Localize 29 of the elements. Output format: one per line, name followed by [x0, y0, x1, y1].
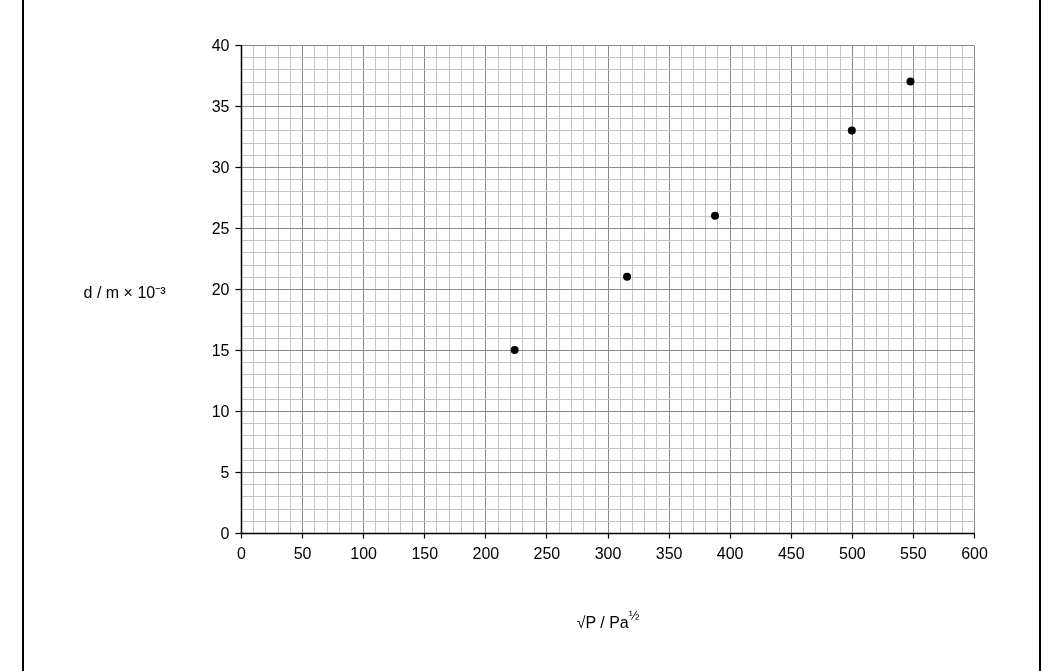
y-tick-label: 35 — [211, 97, 230, 115]
y-tick-label: 40 — [211, 36, 230, 54]
x-tick-label: 400 — [716, 544, 744, 562]
point — [623, 272, 632, 281]
x-tick-label: 250 — [533, 544, 561, 562]
x-tick-label: 0 — [237, 544, 247, 562]
x-tick-label: 500 — [838, 544, 866, 562]
x-axis-title: √P / Pa$^{½}$ — [576, 607, 640, 631]
point — [510, 346, 519, 354]
y-tick-label: 5 — [220, 463, 230, 481]
x-tick-label: 150 — [411, 544, 439, 562]
y-axis-title: d / m × 10⁻³ — [83, 283, 167, 301]
x-tick-label: 550 — [900, 544, 927, 562]
y-tick-label: 15 — [211, 341, 230, 359]
x-tick-label: 50 — [293, 544, 312, 562]
point — [906, 77, 915, 86]
y-tick-label: 20 — [211, 280, 230, 298]
y-tick-label: 0 — [220, 524, 230, 542]
x-tick-label: 350 — [655, 544, 683, 562]
x-tick-label: 450 — [777, 544, 805, 562]
x-tick-label: 600 — [961, 544, 988, 562]
point — [847, 126, 856, 135]
x-tick-label: 300 — [594, 544, 622, 562]
y-tick-label: 25 — [211, 219, 230, 237]
point — [711, 211, 720, 220]
x-tick-label: 200 — [472, 544, 500, 562]
y-tick-label: 10 — [211, 402, 230, 420]
y-tick-label: 30 — [211, 158, 230, 176]
x-tick-label: 100 — [350, 544, 378, 562]
